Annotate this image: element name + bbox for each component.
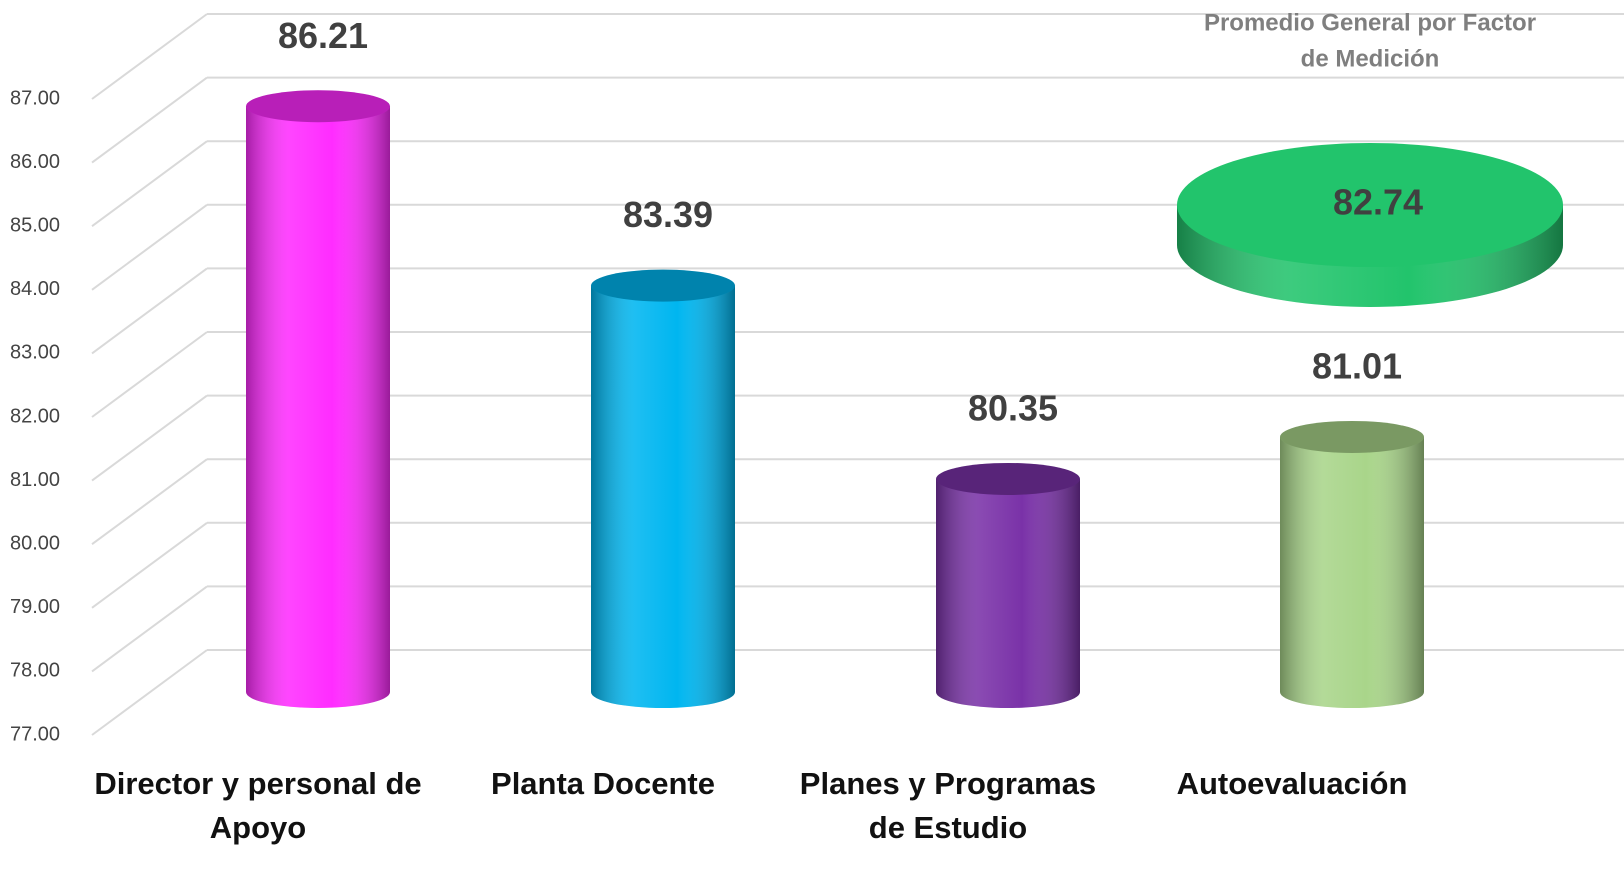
average-disc [1177,143,1563,267]
bar-shade [591,285,735,708]
bar-top-shade [1280,420,1424,453]
value-label: 81.01 [1312,345,1402,386]
y-tick-label: 84.00 [10,278,60,300]
grid-line [91,331,208,418]
x-tick-label: Planta Docente [491,766,715,801]
grid-line [91,13,208,100]
grid-line [91,585,208,673]
y-tick-label: 81.00 [10,469,60,491]
average-title: Promedio General por Factor [1204,9,1536,36]
grid-line [91,394,208,482]
bar-shade [936,478,1080,708]
bar-top [246,90,390,123]
bar-top-shade [246,90,390,123]
y-tick-label: 85.00 [10,214,60,236]
y-tick-label: 77.00 [10,723,60,745]
y-tick-label: 87.00 [10,87,60,109]
grid-line [91,203,208,291]
bar-top-shade [936,462,1080,495]
value-label: 83.39 [623,194,713,235]
y-tick-label: 78.00 [10,660,60,682]
y-tick-label: 82.00 [10,405,60,427]
y-tick-label: 80.00 [10,532,60,554]
grid-line [91,649,208,736]
bar-shade [246,106,390,708]
y-tick-label: 86.00 [10,151,60,173]
average-title: de Medición [1301,45,1440,72]
grid-line [91,140,208,228]
y-tick-label: 83.00 [10,342,60,364]
x-tick-label: Director y personal de Apoyo [94,766,422,845]
x-tick-label: Planes y Programas de Estudio [799,766,1097,845]
x-tick-label: Autoevaluación [1176,766,1408,801]
grid-line [91,458,208,546]
bar-shade [1280,436,1424,708]
bar-top [936,462,1080,495]
grid-line [91,521,208,609]
average-value: 82.74 [1333,182,1423,223]
bar-top [1280,420,1424,453]
grid-line [91,76,208,164]
grid-line [91,267,208,355]
bar-top-shade [591,269,735,302]
bar-top [591,269,735,302]
value-label: 86.21 [278,15,368,56]
value-label: 80.35 [968,387,1058,428]
y-tick-label: 79.00 [10,596,60,618]
